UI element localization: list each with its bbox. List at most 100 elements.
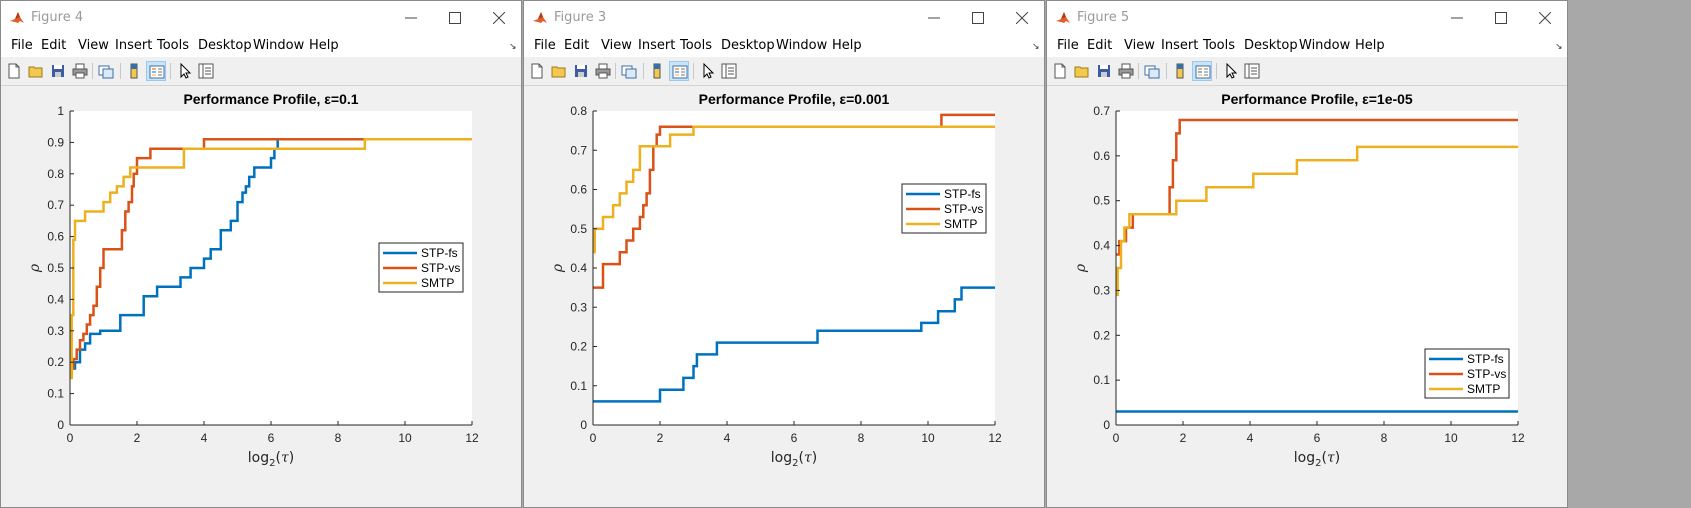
y-tick-label: 0.6 xyxy=(570,183,587,197)
edit-plot-arrow-button[interactable] xyxy=(698,61,718,81)
window-title: Figure 3 xyxy=(554,10,607,25)
menu-insert[interactable]: Insert xyxy=(115,38,153,53)
property-inspector-button[interactable] xyxy=(196,61,216,81)
matlab-icon xyxy=(532,10,548,26)
toolbar-separator xyxy=(643,63,644,79)
figure-window[interactable]: Figure 3 File Edit View Insert Tools Desktop Wi… xyxy=(523,0,1045,508)
legend-button[interactable] xyxy=(146,61,166,81)
menu-edit[interactable]: Edit xyxy=(41,38,67,53)
x-tick-label: 8 xyxy=(1381,431,1388,445)
edit-plot-arrow-button[interactable] xyxy=(175,61,195,81)
menu-view[interactable]: View xyxy=(78,38,109,53)
menu-window[interactable]: Window xyxy=(776,38,828,53)
title-bar: Figure 5 xyxy=(1047,1,1567,35)
link-plot-button[interactable] xyxy=(619,61,639,81)
menu-window[interactable]: Window xyxy=(1299,38,1351,53)
colorbar-button[interactable] xyxy=(1170,61,1190,81)
close-button[interactable] xyxy=(477,1,521,35)
plot-area[interactable]: Performance Profile, ε=0.001 0 2 4 6 8 10 12 0 0.… xyxy=(524,85,1045,475)
menu-tools[interactable]: Tools xyxy=(157,38,190,53)
dock-arrow-icon[interactable]: ↘ xyxy=(1555,41,1563,51)
link-plot-button[interactable] xyxy=(1142,61,1162,81)
print-button[interactable] xyxy=(593,61,613,81)
plot-area[interactable]: Performance Profile, ε=1e-05 0 2 4 6 8 10 12 0 0.… xyxy=(1047,85,1568,475)
axes-background xyxy=(593,111,995,425)
open-file-button[interactable] xyxy=(549,61,569,81)
minimize-button[interactable] xyxy=(1435,1,1479,35)
minimize-icon xyxy=(1451,17,1463,19)
new-figure-button[interactable] xyxy=(4,61,24,81)
menu-desktop[interactable]: Desktop xyxy=(721,38,775,53)
menu-edit[interactable]: Edit xyxy=(564,38,590,53)
new-figure-button[interactable] xyxy=(527,61,547,81)
menu-tools[interactable]: Tools xyxy=(1203,38,1236,53)
legend-entry: STP-vs xyxy=(421,261,460,275)
dock-arrow-icon[interactable]: ↘ xyxy=(509,41,517,51)
menu-desktop[interactable]: Desktop xyxy=(1244,38,1298,53)
menu-view[interactable]: View xyxy=(1124,38,1155,53)
edit-plot-arrow-button[interactable] xyxy=(1221,61,1241,81)
legend-entry: STP-fs xyxy=(944,187,981,201)
open-file-button[interactable] xyxy=(1072,61,1092,81)
x-tick-label: 2 xyxy=(657,431,664,445)
plot-area[interactable]: Performance Profile, ε=0.1 0 2 4 6 8 10 12 0 0.1 0… xyxy=(1,85,522,475)
close-button[interactable] xyxy=(1523,1,1567,35)
x-tick-label: 4 xyxy=(201,431,208,445)
y-tick-label: 1 xyxy=(57,104,64,118)
close-icon xyxy=(493,12,505,24)
print-button[interactable] xyxy=(1116,61,1136,81)
link-plot-icon xyxy=(98,65,114,79)
legend-button[interactable] xyxy=(1192,61,1212,81)
close-button[interactable] xyxy=(1000,1,1044,35)
colorbar-button[interactable] xyxy=(647,61,667,81)
x-tick-label: 10 xyxy=(1444,431,1458,445)
minimize-icon xyxy=(405,17,417,19)
menu-file[interactable]: File xyxy=(1057,38,1079,53)
toolbar-separator xyxy=(170,63,171,79)
save-button[interactable] xyxy=(1094,61,1114,81)
figure-window[interactable]: Figure 5 File Edit View Insert Tools Desktop Wi… xyxy=(1046,0,1568,508)
legend-button[interactable] xyxy=(669,61,689,81)
new-figure-button[interactable] xyxy=(1050,61,1070,81)
menu-help[interactable]: Help xyxy=(1355,38,1385,53)
open-file-button[interactable] xyxy=(26,61,46,81)
menu-file[interactable]: File xyxy=(534,38,556,53)
chart-title: Performance Profile, ε=0.1 xyxy=(183,91,358,107)
link-plot-button[interactable] xyxy=(96,61,116,81)
x-tick-label: 6 xyxy=(1314,431,1321,445)
figure-window[interactable]: Figure 4 File Edit View Insert Tools Desktop Wi… xyxy=(0,0,522,508)
menu-help[interactable]: Help xyxy=(832,38,862,53)
menu-window[interactable]: Window xyxy=(253,38,305,53)
minimize-button[interactable] xyxy=(912,1,956,35)
dock-arrow-icon[interactable]: ↘ xyxy=(1032,41,1040,51)
open-file-icon xyxy=(1074,66,1089,78)
chart-title: Performance Profile, ε=0.001 xyxy=(699,91,890,107)
minimize-button[interactable] xyxy=(389,1,433,35)
property-inspector-button[interactable] xyxy=(1242,61,1262,81)
y-tick-label: 0.5 xyxy=(570,222,587,236)
menu-insert[interactable]: Insert xyxy=(638,38,676,53)
maximize-button[interactable] xyxy=(956,1,1000,35)
menu-view[interactable]: View xyxy=(601,38,632,53)
menu-edit[interactable]: Edit xyxy=(1087,38,1113,53)
toolbar-separator xyxy=(1138,63,1139,79)
legend-entry: SMTP xyxy=(944,217,977,231)
y-tick-label: 0.2 xyxy=(570,340,587,354)
menu-desktop[interactable]: Desktop xyxy=(198,38,252,53)
menu-insert[interactable]: Insert xyxy=(1161,38,1199,53)
menu-help[interactable]: Help xyxy=(309,38,339,53)
property-inspector-button[interactable] xyxy=(719,61,739,81)
close-icon xyxy=(1539,12,1551,24)
print-button[interactable] xyxy=(70,61,90,81)
maximize-button[interactable] xyxy=(1479,1,1523,35)
new-figure-icon xyxy=(1054,63,1066,79)
colorbar-button[interactable] xyxy=(124,61,144,81)
save-button[interactable] xyxy=(571,61,591,81)
maximize-button[interactable] xyxy=(433,1,477,35)
menu-file[interactable]: File xyxy=(11,38,33,53)
menu-tools[interactable]: Tools xyxy=(680,38,713,53)
save-button[interactable] xyxy=(48,61,68,81)
